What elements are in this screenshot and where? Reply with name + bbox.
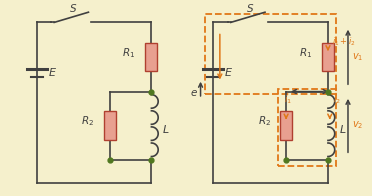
FancyBboxPatch shape: [103, 111, 116, 140]
Text: $L$: $L$: [162, 123, 170, 135]
Text: $i_1$: $i_1$: [284, 94, 292, 106]
Text: $e$: $e$: [190, 88, 198, 98]
Text: $R_1$: $R_1$: [122, 46, 135, 60]
Text: $L$: $L$: [339, 123, 346, 135]
Text: $v_2$: $v_2$: [352, 120, 364, 132]
Text: $E$: $E$: [48, 66, 57, 78]
FancyBboxPatch shape: [280, 111, 292, 140]
FancyBboxPatch shape: [322, 43, 334, 71]
Text: $i_1+i_2$: $i_1+i_2$: [331, 35, 356, 48]
Text: $S$: $S$: [246, 2, 254, 14]
Text: $S$: $S$: [69, 2, 77, 14]
Text: $R_2$: $R_2$: [81, 114, 94, 128]
Text: $E$: $E$: [224, 66, 233, 78]
Text: $v_1$: $v_1$: [352, 51, 364, 63]
Text: $i_2$: $i_2$: [333, 94, 341, 106]
FancyBboxPatch shape: [145, 43, 157, 71]
Text: $R_1$: $R_1$: [299, 46, 312, 60]
Text: $R_2$: $R_2$: [258, 114, 271, 128]
